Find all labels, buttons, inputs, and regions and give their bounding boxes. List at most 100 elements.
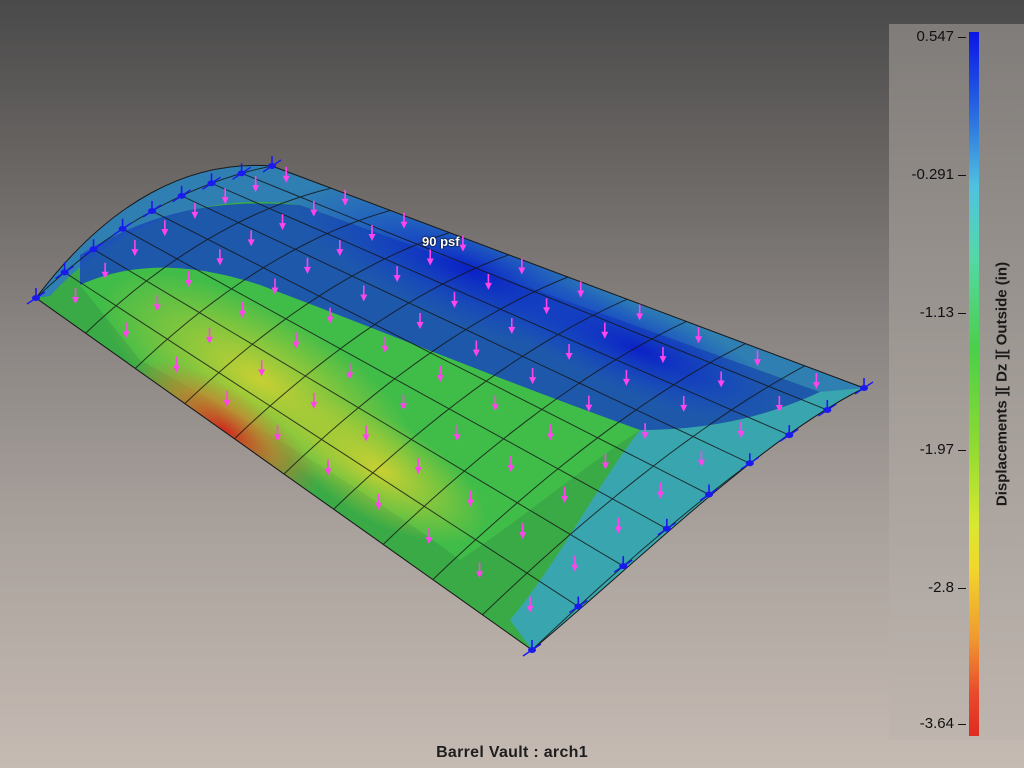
pin-support-icon (740, 453, 760, 470)
legend-tick-mark (958, 724, 966, 725)
arrow-down-icon (636, 304, 644, 321)
pin-support-icon (142, 201, 162, 218)
arrow-down-icon (368, 225, 376, 242)
arrow-down-icon (543, 298, 551, 315)
arrow-down-icon (223, 390, 231, 407)
arrow-down-icon (375, 493, 383, 510)
mesh-line (432, 343, 746, 580)
arrow-down-icon (657, 482, 665, 499)
arrow-down-icon (753, 350, 761, 367)
arrow-down-icon (695, 327, 703, 344)
arrow-down-icon (453, 425, 461, 442)
arrow-down-icon (571, 555, 579, 572)
arrow-down-icon (173, 356, 181, 373)
model-title: Barrel Vault : arch1 (436, 744, 588, 761)
pin-support-icon (26, 288, 46, 305)
legend-tick-mark (958, 450, 966, 451)
arrow-down-icon (279, 214, 287, 231)
arrow-down-icon (659, 347, 667, 364)
arrow-down-icon (680, 395, 688, 412)
legend-tick-label: -2.8 (928, 579, 954, 596)
pin-support-icon (657, 518, 677, 536)
arrow-down-icon (414, 458, 422, 475)
arrow-down-icon (601, 322, 609, 339)
arrow-down-icon (737, 421, 745, 438)
arrow-down-icon (466, 490, 474, 507)
arrow-down-icon (185, 270, 193, 287)
arrow-down-icon (258, 360, 266, 377)
legend-panel (889, 24, 1024, 740)
arrow-down-icon (324, 459, 332, 476)
arrow-down-icon (393, 266, 401, 283)
arrow-down-icon (206, 327, 214, 344)
arrow-down-icon (577, 281, 585, 298)
legend-tick-mark (958, 37, 966, 38)
arrow-down-icon (476, 562, 484, 579)
arrow-down-icon (122, 322, 130, 339)
arrow-down-icon (491, 395, 499, 412)
arrow-down-icon (399, 394, 407, 411)
legend-color-bar (969, 32, 979, 736)
pin-support-icon (779, 425, 799, 442)
pin-support-icon (522, 640, 542, 657)
pin-support-icon (568, 596, 588, 614)
arrow-down-icon (812, 373, 820, 390)
arrow-down-icon (436, 366, 444, 383)
pin-support-icon (113, 218, 133, 236)
pin-support-icon (202, 173, 221, 190)
arrow-down-icon (341, 189, 349, 206)
arrow-down-icon (565, 343, 573, 360)
arrow-down-icon (622, 369, 630, 386)
mesh-line (482, 365, 806, 616)
arrow-down-icon (271, 278, 279, 295)
arrow-down-icon (717, 371, 725, 388)
arrow-down-icon (426, 249, 434, 266)
arrow-down-icon (360, 285, 368, 302)
pin-support-icon (817, 400, 837, 417)
arrow-down-icon (459, 235, 467, 252)
arrow-down-icon (252, 176, 260, 193)
mesh-line (382, 320, 687, 545)
arrow-down-icon (191, 202, 199, 219)
arrow-down-icon (472, 340, 480, 357)
arrow-down-icon (336, 240, 344, 257)
arrow-down-icon (153, 295, 161, 312)
shell-outline (35, 164, 866, 651)
legend-tick-label: -1.97 (919, 441, 954, 458)
mesh-line (85, 187, 332, 334)
arrow-down-icon (362, 425, 370, 442)
legend-tick-label: -1.13 (919, 304, 954, 321)
arrow-down-icon (72, 287, 80, 304)
arrow-down-icon (274, 425, 282, 442)
load-label: 90 psf (422, 234, 460, 249)
arrow-down-icon (101, 262, 109, 279)
arrow-down-icon (282, 166, 290, 183)
legend-tick-label: 0.547 (916, 28, 954, 45)
supports-group (26, 156, 874, 657)
arrow-down-icon (310, 392, 318, 409)
arrow-down-icon (238, 301, 246, 318)
arrow-down-icon (529, 368, 537, 385)
pin-support-icon (232, 163, 252, 180)
arrow-down-icon (484, 273, 492, 290)
arrow-down-icon (585, 395, 593, 412)
arrow-down-icon (292, 332, 300, 349)
arrow-down-icon (641, 423, 649, 440)
arrow-down-icon (425, 528, 433, 545)
arrow-down-icon (614, 517, 622, 534)
arrow-down-icon (326, 307, 334, 324)
pin-support-icon (262, 156, 282, 173)
arrow-down-icon (697, 450, 705, 467)
arrow-down-icon (775, 395, 783, 412)
mesh-line (134, 209, 391, 369)
arrow-down-icon (519, 523, 527, 540)
legend-tick-mark (958, 588, 966, 589)
arrow-down-icon (508, 317, 516, 334)
arrow-down-icon (161, 220, 169, 237)
arrow-down-icon (526, 596, 534, 613)
legend-title: Displacements ][ Dz ][ Outside (in) (993, 261, 1011, 507)
arrow-down-icon (601, 453, 609, 470)
legend-tick-mark (958, 175, 966, 176)
